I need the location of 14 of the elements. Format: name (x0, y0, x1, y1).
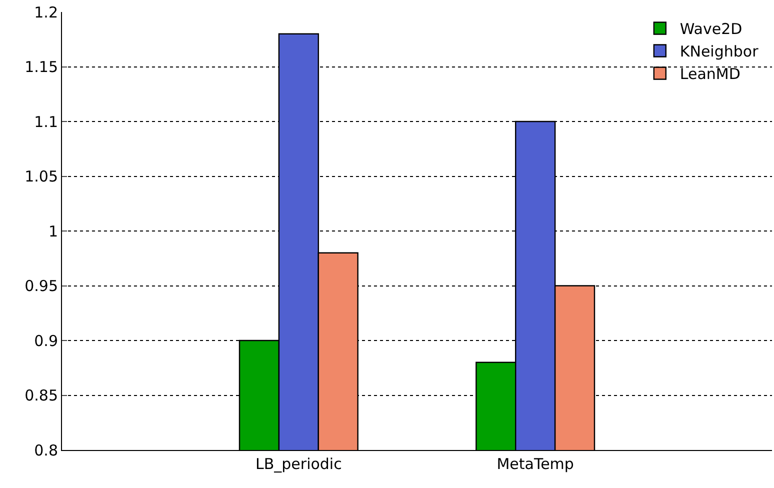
y-tick-label: 0.85 (24, 386, 58, 404)
y-tick-label: 0.8 (34, 441, 58, 460)
legend-label: KNeighbor (680, 42, 760, 61)
x-tick-label: LB_periodic (255, 455, 342, 473)
legend-label: LeanMD (680, 65, 740, 84)
x-tick-label: MetaTemp (496, 455, 574, 473)
y-tick-label: 1.15 (24, 58, 58, 76)
y-tick-label: 0.9 (34, 332, 58, 350)
y-tick-label: 1.2 (34, 3, 58, 22)
y-tick-label: 1.1 (34, 112, 58, 131)
y-tick-label: 0.95 (24, 277, 58, 295)
y-tick-label: 1.05 (24, 168, 58, 186)
y-tick-label: 1 (48, 222, 58, 240)
legend-label: Wave2D (680, 20, 742, 38)
